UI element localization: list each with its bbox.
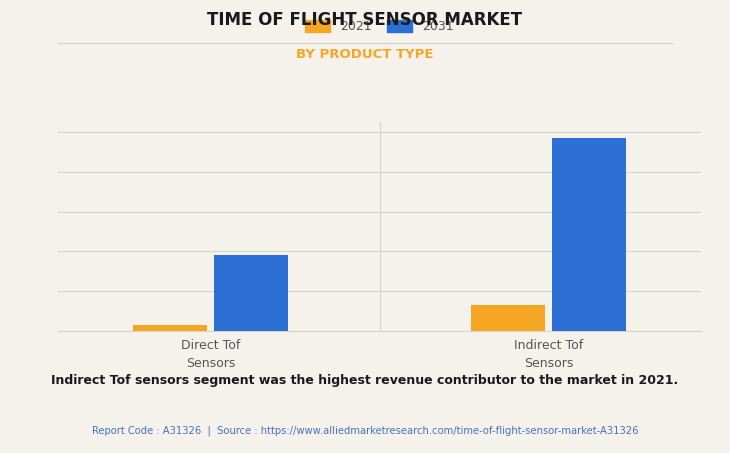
- Bar: [214, 255, 288, 331]
- Legend: 2021, 2031: 2021, 2031: [305, 20, 454, 33]
- Bar: [133, 325, 207, 331]
- Text: BY PRODUCT TYPE: BY PRODUCT TYPE: [296, 48, 434, 61]
- Bar: [552, 138, 626, 331]
- Text: TIME OF FLIGHT SENSOR MARKET: TIME OF FLIGHT SENSOR MARKET: [207, 11, 523, 29]
- Text: Indirect Tof sensors segment was the highest revenue contributor to the market i: Indirect Tof sensors segment was the hig…: [51, 374, 679, 387]
- Text: Report Code : A31326  |  Source : https://www.alliedmarketresearch.com/time-of-f: Report Code : A31326 | Source : https://…: [92, 426, 638, 436]
- Bar: [471, 305, 545, 331]
